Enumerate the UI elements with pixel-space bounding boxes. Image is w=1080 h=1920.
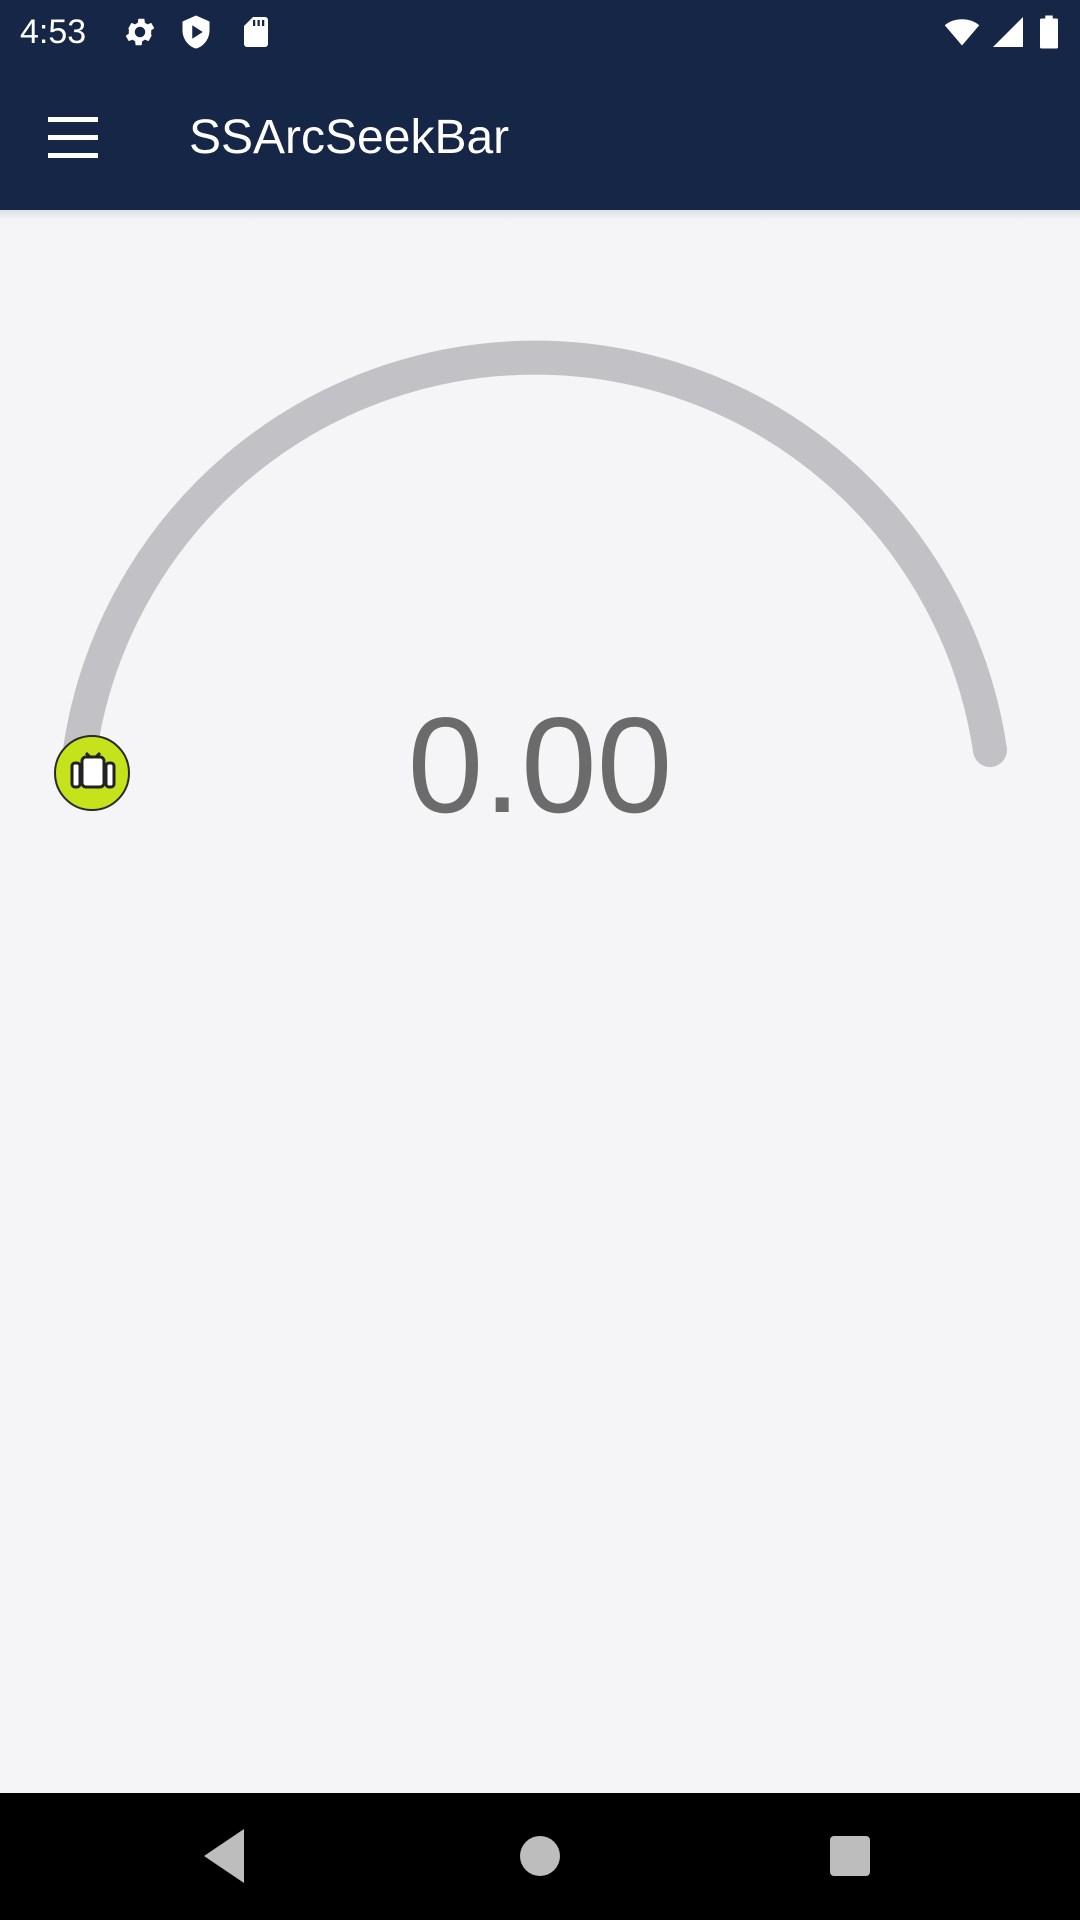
menu-button[interactable] xyxy=(28,99,118,179)
battery-icon xyxy=(1040,15,1058,49)
settings-icon xyxy=(125,18,155,46)
android-icon xyxy=(70,751,116,789)
app-bar: SSArcSeekBar xyxy=(0,63,1080,210)
app-title: SSArcSeekBar xyxy=(189,111,510,164)
sd-card-icon xyxy=(244,17,268,47)
recents-icon[interactable] xyxy=(815,1821,885,1891)
menu-icon xyxy=(48,117,98,158)
navigation-bar xyxy=(0,1793,1080,1920)
arc-seek-bar-graphic xyxy=(54,340,1007,811)
app-bar-shadow xyxy=(0,210,1080,220)
home-icon[interactable] xyxy=(505,1821,575,1891)
play-protect-icon xyxy=(182,15,210,49)
cellular-icon xyxy=(993,17,1023,47)
seek-value: 0.00 xyxy=(407,689,673,841)
wifi-icon xyxy=(944,19,980,46)
seek-track[interactable] xyxy=(63,340,1007,767)
seek-thumb[interactable] xyxy=(54,735,130,811)
arc-seek-bar[interactable]: 0.00 xyxy=(0,230,1080,850)
back-icon[interactable] xyxy=(192,1821,262,1891)
status-time: 4:53 xyxy=(20,13,87,51)
status-bar: 4:53 xyxy=(0,0,1080,63)
